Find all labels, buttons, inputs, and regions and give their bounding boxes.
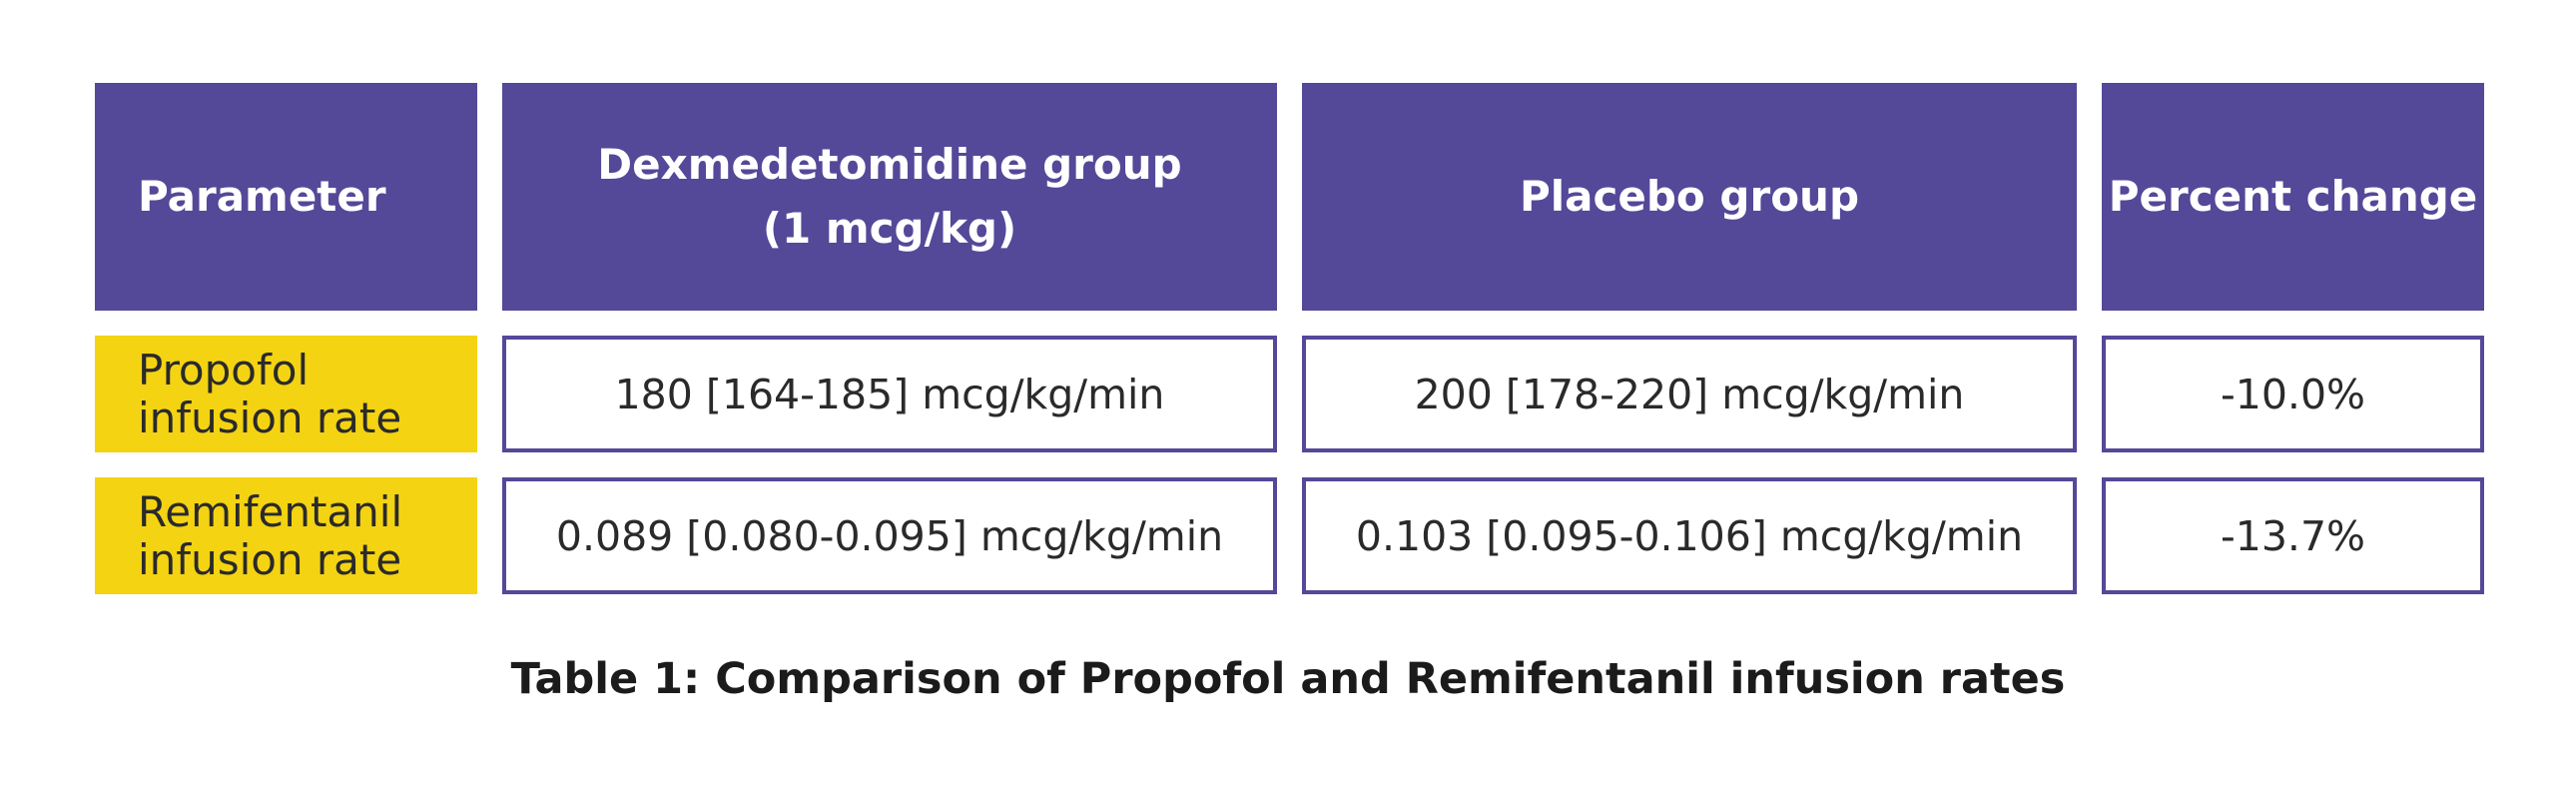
cell-propofol-percent-change: -10.0% [2102, 336, 2484, 452]
table-caption: Table 1: Comparison of Propofol and Remi… [510, 654, 2066, 704]
row-label-remifentanil: Remifentanil infusion rate [95, 477, 477, 594]
header-dexmedetomidine-group: Dexmedetomidine group (1 mcg/kg) [502, 83, 1277, 311]
cell-remifentanil-dexmedetomidine: 0.089 [0.080-0.095] mcg/kg/min [502, 477, 1277, 594]
header-parameter: Parameter [95, 83, 477, 311]
cell-propofol-placebo: 200 [178-220] mcg/kg/min [1302, 336, 2077, 452]
header-placebo-group: Placebo group [1302, 83, 2077, 311]
cell-remifentanil-placebo: 0.103 [0.095-0.106] mcg/kg/min [1302, 477, 2077, 594]
comparison-table: Parameter Dexmedetomidine group (1 mcg/k… [95, 83, 2484, 594]
header-percent-change: Percent change [2102, 83, 2484, 311]
row-label-propofol: Propofol infusion rate [95, 336, 477, 452]
cell-remifentanil-percent-change: -13.7% [2102, 477, 2484, 594]
cell-propofol-dexmedetomidine: 180 [164-185] mcg/kg/min [502, 336, 1277, 452]
